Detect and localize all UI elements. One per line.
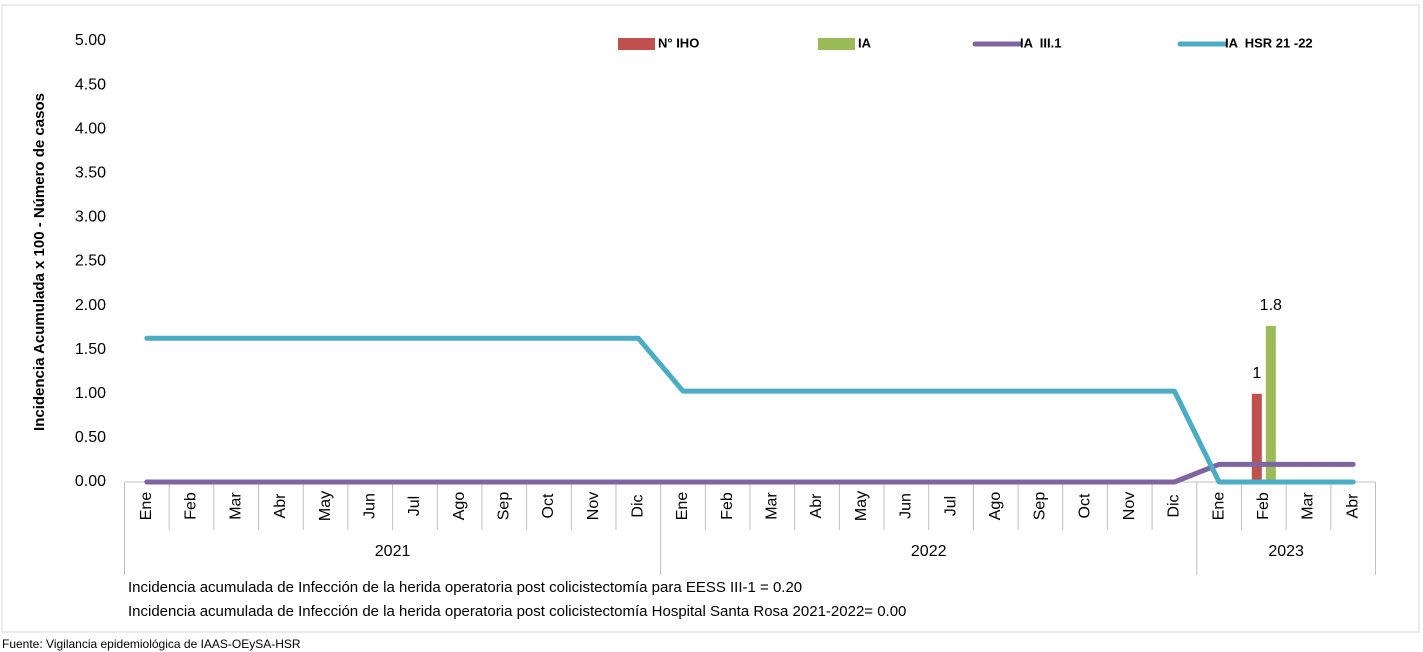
group-label: 2022 bbox=[911, 543, 947, 560]
x-tick-label: Dic bbox=[630, 494, 647, 517]
x-tick-label: Feb bbox=[183, 492, 200, 520]
x-tick-label: Nov bbox=[1121, 492, 1138, 520]
bar bbox=[1251, 393, 1262, 482]
y-axis-label: Incidencia Acumulada x 100 - Número de c… bbox=[31, 93, 48, 431]
x-tick-label: Ago bbox=[987, 492, 1004, 521]
x-tick-label: Feb bbox=[719, 492, 736, 520]
legend-swatch bbox=[818, 38, 855, 50]
x-tick-label: May bbox=[853, 491, 870, 521]
y-tick-label: 1.50 bbox=[75, 341, 106, 358]
y-tick-label: 0.50 bbox=[75, 429, 106, 446]
y-tick-label: 3.50 bbox=[75, 165, 106, 182]
x-tick-label: Abr bbox=[1344, 493, 1361, 519]
data-label: 1.8 bbox=[1260, 297, 1282, 314]
legend-swatch bbox=[618, 38, 655, 50]
legend-label: IA HSR 21 -22 bbox=[1225, 35, 1313, 50]
x-tick-label: Jun bbox=[361, 493, 378, 519]
source: Fuente: Vigilancia epidemiológica de IAA… bbox=[2, 637, 301, 651]
y-tick-label: 0.00 bbox=[75, 473, 106, 490]
x-tick-label: Jul bbox=[406, 496, 423, 516]
x-tick-label: Ene bbox=[1210, 492, 1227, 521]
y-tick-label: 1.00 bbox=[75, 385, 106, 402]
note: Incidencia acumulada de Infección de la … bbox=[128, 603, 906, 620]
legend-label: IA bbox=[858, 35, 872, 50]
x-tick-label: Mar bbox=[764, 492, 781, 520]
group-label: 2021 bbox=[375, 543, 411, 560]
y-tick-label: 2.50 bbox=[75, 253, 106, 270]
x-tick-label: Oct bbox=[540, 493, 557, 518]
line-series bbox=[144, 335, 1356, 485]
x-tick-label: Nov bbox=[585, 492, 602, 520]
x-tick-label: Jun bbox=[898, 493, 915, 519]
legend-label: N° IHO bbox=[658, 35, 699, 50]
x-tick-label: Ago bbox=[451, 492, 468, 521]
line-series bbox=[144, 461, 1356, 485]
x-tick-label: Ene bbox=[674, 492, 691, 521]
bar bbox=[1265, 325, 1276, 482]
x-tick-label: Sep bbox=[1032, 492, 1049, 521]
x-tick-label: Mar bbox=[1300, 492, 1317, 520]
group-label: 2023 bbox=[1268, 543, 1304, 560]
data-label: 1 bbox=[1252, 365, 1261, 382]
x-tick-label: Abr bbox=[272, 493, 289, 519]
note: Incidencia acumulada de Infección de la … bbox=[128, 579, 802, 596]
x-tick-label: May bbox=[317, 491, 334, 521]
y-tick-label: 4.00 bbox=[75, 120, 106, 137]
y-tick-label: 3.00 bbox=[75, 209, 106, 226]
x-tick-label: Feb bbox=[1255, 492, 1272, 520]
x-tick-label: Abr bbox=[808, 493, 825, 519]
x-tick-label: Jul bbox=[942, 496, 959, 516]
legend-label: IA III.1 bbox=[1020, 35, 1061, 50]
y-tick-label: 2.00 bbox=[75, 297, 106, 314]
x-tick-label: Dic bbox=[1166, 494, 1183, 517]
x-tick-label: Mar bbox=[227, 492, 244, 520]
y-tick-label: 5.00 bbox=[75, 32, 106, 49]
chart-border bbox=[1, 4, 1420, 633]
x-tick-label: Ene bbox=[138, 492, 155, 521]
x-tick-label: Sep bbox=[495, 492, 512, 521]
x-tick-label: Oct bbox=[1076, 493, 1093, 518]
y-tick-label: 4.50 bbox=[75, 76, 106, 93]
